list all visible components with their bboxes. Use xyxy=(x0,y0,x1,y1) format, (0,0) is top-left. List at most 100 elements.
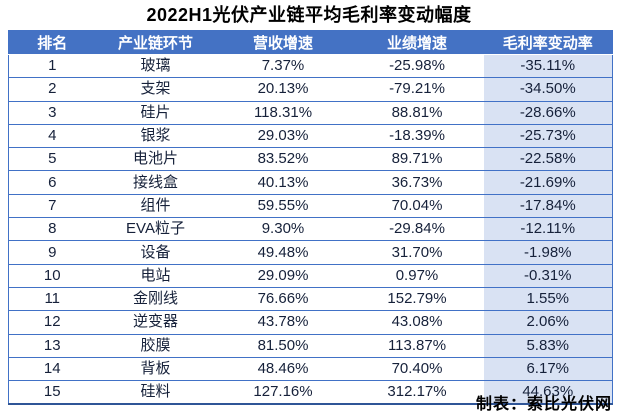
table-cell: 36.73% xyxy=(350,170,484,195)
table-cell: 20.13% xyxy=(215,77,351,102)
table-cell: -79.21% xyxy=(350,77,484,102)
column-header: 营收增速 xyxy=(215,30,351,55)
table-cell: 89.71% xyxy=(350,147,484,172)
table-cell: -18.39% xyxy=(350,124,484,149)
table-row: 6 接线盒 40.13% 36.73% -21.69% xyxy=(8,170,613,195)
table-cell: 15 xyxy=(8,380,96,405)
table-cell: 支架 xyxy=(95,77,216,102)
table-row: 12 逆变器 43.78% 43.08% 2.06% xyxy=(8,310,613,335)
table-cell: -34.50% xyxy=(483,77,613,102)
table-cell: 43.78% xyxy=(215,310,351,335)
table-cell: -25.98% xyxy=(350,54,484,79)
table-cell: 76.66% xyxy=(215,287,351,312)
table-cell: 7.37% xyxy=(215,54,351,79)
table-cell: 6.17% xyxy=(483,357,613,382)
table-cell: 8 xyxy=(8,217,96,242)
table-cell: 59.55% xyxy=(215,194,351,219)
table-row: 14 背板 48.46% 70.40% 6.17% xyxy=(8,357,613,382)
table-cell: -22.58% xyxy=(483,147,613,172)
table-cell: 逆变器 xyxy=(95,310,216,335)
table-cell: 83.52% xyxy=(215,147,351,172)
table-cell: 0.97% xyxy=(350,264,484,288)
table-cell: 11 xyxy=(8,287,96,312)
table-cell: 4 xyxy=(8,124,96,149)
table-cell: 玻璃 xyxy=(95,54,216,79)
table-row: 3 硅片 118.31% 88.81% -28.66% xyxy=(8,101,613,125)
table-cell: 10 xyxy=(8,264,96,288)
table-row: 5 电池片 83.52% 89.71% -22.58% xyxy=(8,147,613,172)
table-cell: 9.30% xyxy=(215,217,351,242)
table-row: 9 设备 49.48% 31.70% -1.98% xyxy=(8,240,613,265)
table-cell: 127.16% xyxy=(215,380,351,405)
table-cell: 硅片 xyxy=(95,101,216,125)
table-cell: 312.17% xyxy=(350,380,484,405)
table-row: 8 EVA粒子 9.30% -29.84% -12.11% xyxy=(8,217,613,242)
table-cell: 9 xyxy=(8,240,96,265)
table-cell: 接线盒 xyxy=(95,170,216,195)
table-cell: -17.84% xyxy=(483,194,613,219)
table-cell: 1.55% xyxy=(483,287,613,312)
table-cell: EVA粒子 xyxy=(95,217,216,242)
table-cell: 118.31% xyxy=(215,101,351,125)
table-cell: 152.79% xyxy=(350,287,484,312)
table-cell: 43.08% xyxy=(350,310,484,335)
table-cell: -35.11% xyxy=(483,54,613,79)
table-cell: 银浆 xyxy=(95,124,216,149)
table-row: 4 银浆 29.03% -18.39% -25.73% xyxy=(8,124,613,149)
table-cell: 设备 xyxy=(95,240,216,265)
table-cell: 电池片 xyxy=(95,147,216,172)
table-cell: 5.83% xyxy=(483,334,613,358)
table-cell: 29.03% xyxy=(215,124,351,149)
table-row: 7 组件 59.55% 70.04% -17.84% xyxy=(8,194,613,219)
table-cell: 6 xyxy=(8,170,96,195)
source-credit: 制表：索比光伏网 xyxy=(475,396,612,413)
table-cell: -25.73% xyxy=(483,124,613,149)
table-cell: -12.11% xyxy=(483,217,613,242)
column-header: 业绩增速 xyxy=(350,30,484,55)
table-cell: 113.87% xyxy=(350,334,484,358)
table-cell: 29.09% xyxy=(215,264,351,288)
column-header: 排名 xyxy=(8,30,96,55)
table-cell: 金刚线 xyxy=(95,287,216,312)
table-cell: 电站 xyxy=(95,264,216,288)
table-cell: -29.84% xyxy=(350,217,484,242)
table-cell: 70.40% xyxy=(350,357,484,382)
table-cell: 5 xyxy=(8,147,96,172)
table-cell: 1 xyxy=(8,54,96,79)
column-header: 产业链环节 xyxy=(95,30,216,55)
table-row: 13 胶膜 81.50% 113.87% 5.83% xyxy=(8,334,613,358)
table-cell: -0.31% xyxy=(483,264,613,288)
table-cell: 硅料 xyxy=(95,380,216,405)
table-row: 1 玻璃 7.37% -25.98% -35.11% xyxy=(8,54,613,79)
table-cell: 88.81% xyxy=(350,101,484,125)
table-cell: 胶膜 xyxy=(95,334,216,358)
table-row: 11 金刚线 76.66% 152.79% 1.55% xyxy=(8,287,613,312)
table-cell: -28.66% xyxy=(483,101,613,125)
table-cell: 2 xyxy=(8,77,96,102)
table-body: 1 玻璃 7.37% -25.98% -35.11% 2 支架 20.13% -79.21% -3… xyxy=(8,54,613,405)
table-cell: 3 xyxy=(8,101,96,125)
table-row: 15 硅料 127.16% 312.17% 44.63% xyxy=(8,380,613,405)
table-row: 10 电站 29.09% 0.97% -0.31% xyxy=(8,264,613,288)
table-cell: 背板 xyxy=(95,357,216,382)
table-cell: 31.70% xyxy=(350,240,484,265)
table-cell: 7 xyxy=(8,194,96,219)
table-cell: 40.13% xyxy=(215,170,351,195)
table-cell: 48.46% xyxy=(215,357,351,382)
table-row: 2 支架 20.13% -79.21% -34.50% xyxy=(8,77,613,102)
figure-title: 2022H1光伏产业链平均毛利率变动幅度 xyxy=(146,5,472,25)
table-cell: 组件 xyxy=(95,194,216,219)
table-cell: -21.69% xyxy=(483,170,613,195)
table-cell: 2.06% xyxy=(483,310,613,335)
header-row: 排名 产业链环节 营收增速 业绩增速 毛利率变动率 xyxy=(8,30,613,55)
table-cell: 81.50% xyxy=(215,334,351,358)
data-table: 排名 产业链环节 营收增速 业绩增速 毛利率变动率 1 玻璃 7.37% -25.98% -35… xyxy=(8,30,613,406)
table-cell: 12 xyxy=(8,310,96,335)
table-cell: 70.04% xyxy=(350,194,484,219)
table-cell: 44.63% xyxy=(483,380,613,405)
table-cell: 14 xyxy=(8,357,96,382)
table-cell: 13 xyxy=(8,334,96,358)
table-header: 排名 产业链环节 营收增速 业绩增速 毛利率变动率 xyxy=(8,30,613,55)
table-cell: 49.48% xyxy=(215,240,351,265)
